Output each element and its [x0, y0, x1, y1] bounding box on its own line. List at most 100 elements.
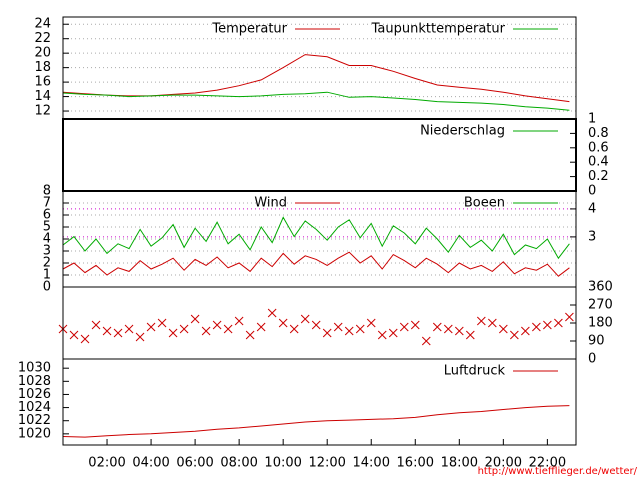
scatter-point [91, 320, 101, 330]
x-tick-label: 04:00 [132, 456, 169, 471]
scatter-point [344, 326, 354, 336]
scatter-point [278, 318, 288, 328]
scatter-point [80, 334, 90, 344]
scatter-point [179, 324, 189, 334]
y-tick-label: 1024 [18, 400, 51, 415]
scatter-point [543, 320, 552, 330]
scatter-point [157, 318, 167, 328]
y2-tick-label: 0.4 [588, 155, 609, 170]
scatter-point [509, 330, 519, 340]
scatter-point [267, 308, 277, 318]
scatter-point [311, 320, 321, 330]
y-tick-label: 12 [34, 104, 51, 119]
y-tick-label: 1026 [18, 387, 51, 402]
y-tick-label: 7 [43, 196, 51, 211]
legend-label: Wind [254, 196, 287, 211]
y2-tick-label: 0.8 [588, 126, 609, 141]
x-tick-label: 16:00 [397, 456, 434, 471]
scatter-point [476, 316, 486, 326]
legend-label: Boeen [464, 196, 505, 211]
scatter-point [113, 328, 123, 338]
scatter-point [289, 324, 299, 334]
scatter-point [454, 326, 464, 336]
scatter-point [102, 326, 112, 336]
y2-tick-label: 0.6 [588, 140, 609, 155]
scatter-point [201, 326, 211, 336]
scatter-point [554, 318, 563, 328]
y-tick-label: 1 [43, 268, 51, 283]
scatter-point [190, 314, 200, 324]
x-tick-label: 20:00 [485, 456, 522, 471]
y-tick-label: 1028 [18, 374, 51, 389]
y-tick-label: 16 [34, 75, 51, 90]
series-line [62, 91, 570, 111]
scatter-point [399, 322, 409, 332]
scatter-point [245, 330, 255, 340]
scatter-point [135, 332, 145, 342]
scatter-point [565, 312, 574, 322]
y-tick-label: 0 [43, 280, 51, 295]
y-tick-label: 14 [34, 89, 51, 104]
x-tick-label: 12:00 [308, 456, 345, 471]
y2-tick-label: 0.2 [588, 169, 609, 184]
y2-tick-label: 0 [588, 352, 596, 367]
y-tick-label: 6 [43, 208, 51, 223]
y2-tick-label: 1 [588, 112, 596, 127]
series-line [62, 216, 570, 260]
y-tick-label: 24 [34, 17, 51, 32]
x-tick-label: 06:00 [176, 456, 213, 471]
scatter-point [410, 320, 420, 330]
y2-tick-label: 360 [588, 280, 613, 295]
y-tick-label: 20 [34, 46, 51, 61]
scatter-point [322, 328, 332, 338]
scatter-point [498, 324, 508, 334]
scatter-point [146, 322, 156, 332]
legend-label: Taupunkttemperatur [371, 22, 506, 37]
y-tick-label: 22 [34, 31, 51, 46]
y-tick-label: 18 [34, 60, 51, 75]
y2-tick-label: 3 [588, 229, 596, 244]
panel-frame [62, 358, 577, 446]
scatter-point [168, 328, 178, 338]
scatter-point [532, 322, 541, 332]
y2-tick-label: 90 [588, 334, 605, 349]
y-tick-label: 8 [43, 184, 51, 199]
y-tick-label: 1030 [18, 361, 51, 376]
scatter-point [124, 324, 134, 334]
x-tick-label: 08:00 [220, 456, 257, 471]
x-tick-label: 02:00 [88, 456, 125, 471]
legend-label: Temperatur [211, 22, 287, 37]
y-tick-label: 1022 [18, 413, 51, 428]
y2-tick-label: 270 [588, 298, 613, 313]
x-tick-label: 14:00 [353, 456, 390, 471]
y2-tick-label: 0 [588, 184, 596, 199]
scatter-point [355, 324, 365, 334]
y-tick-label: 3 [43, 244, 51, 259]
legend-label: Niederschlag [420, 124, 505, 139]
scatter-point [432, 322, 442, 332]
scatter-point [487, 318, 497, 328]
x-tick-label: 22:00 [529, 456, 566, 471]
series-line [62, 251, 570, 277]
scatter-point [333, 322, 343, 332]
scatter-point [377, 330, 387, 340]
y2-tick-label: 180 [588, 316, 613, 331]
source-url: http://www.tiefflieger.de/wetter/ [478, 466, 638, 477]
y-tick-label: 1020 [18, 426, 51, 441]
x-tick-label: 10:00 [264, 456, 301, 471]
scatter-point [256, 322, 266, 332]
y-tick-label: 2 [43, 256, 51, 271]
scatter-point [69, 330, 79, 340]
scatter-point [388, 328, 398, 338]
scatter-point [521, 326, 530, 336]
x-tick-label: 18:00 [441, 456, 478, 471]
scatter-point [234, 316, 244, 326]
legend-label: Luftdruck [444, 364, 506, 379]
y-tick-label: 5 [43, 220, 51, 235]
scatter-point [443, 324, 453, 334]
scatter-point [300, 314, 310, 324]
scatter-point [366, 318, 376, 328]
scatter-point [421, 336, 431, 346]
